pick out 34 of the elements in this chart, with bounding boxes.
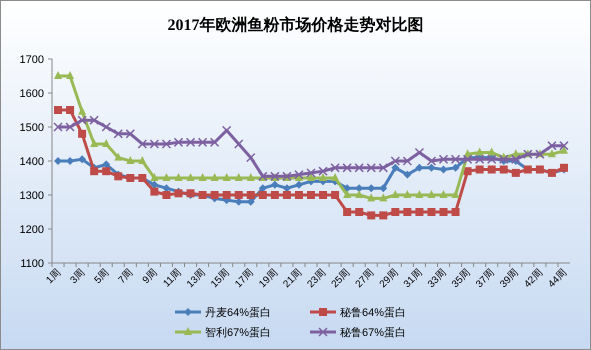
- x-tick-label: 29周: [378, 267, 400, 290]
- legend-label: 智利67%蛋白: [205, 326, 272, 339]
- x-tick-label: 15周: [209, 267, 232, 290]
- x-tick-label: 19周: [257, 267, 280, 290]
- y-tick-label: 1500: [20, 122, 44, 134]
- x-tick-label: 21周: [281, 267, 304, 290]
- legend-label: 秘鲁67%蛋白: [340, 327, 406, 339]
- x-tick-label: 13周: [184, 267, 208, 290]
- x-tick-label: 9周: [140, 267, 160, 286]
- y-tick-label: 1100: [20, 258, 44, 270]
- y-tick-label: 1400: [20, 156, 44, 168]
- x-tick-label: 3周: [68, 267, 88, 286]
- x-tick-label: 11周: [161, 267, 184, 290]
- x-tick-label: 33周: [426, 267, 449, 290]
- y-tick-label: 1200: [20, 224, 44, 236]
- x-tick-label: 39周: [498, 267, 521, 290]
- x-tick-label: 37周: [474, 267, 497, 290]
- x-tick-label: 7周: [116, 267, 136, 286]
- x-tick-label: 27周: [354, 267, 376, 290]
- x-tick-label: 17周: [233, 267, 256, 290]
- x-tick-label: 31周: [402, 267, 425, 290]
- x-tick-label: 23周: [305, 267, 328, 290]
- legend-label: 秘鲁64%蛋白: [340, 307, 406, 319]
- y-tick-label: 1600: [20, 88, 44, 100]
- x-tick-label: 25周: [330, 267, 352, 290]
- y-tick-label: 1700: [20, 54, 44, 66]
- x-tick-label: 44周: [546, 267, 570, 290]
- x-tick-label: 42周: [522, 267, 546, 290]
- x-tick-label: 1周: [44, 267, 64, 286]
- legend-label: 丹麦64%蛋白: [205, 306, 272, 319]
- chart-title: 2017年欧洲鱼粉市场价格走势对比图: [168, 16, 424, 34]
- y-tick-label: 1300: [20, 190, 44, 202]
- x-tick-label: 5周: [92, 267, 112, 286]
- x-tick-label: 35周: [450, 267, 473, 290]
